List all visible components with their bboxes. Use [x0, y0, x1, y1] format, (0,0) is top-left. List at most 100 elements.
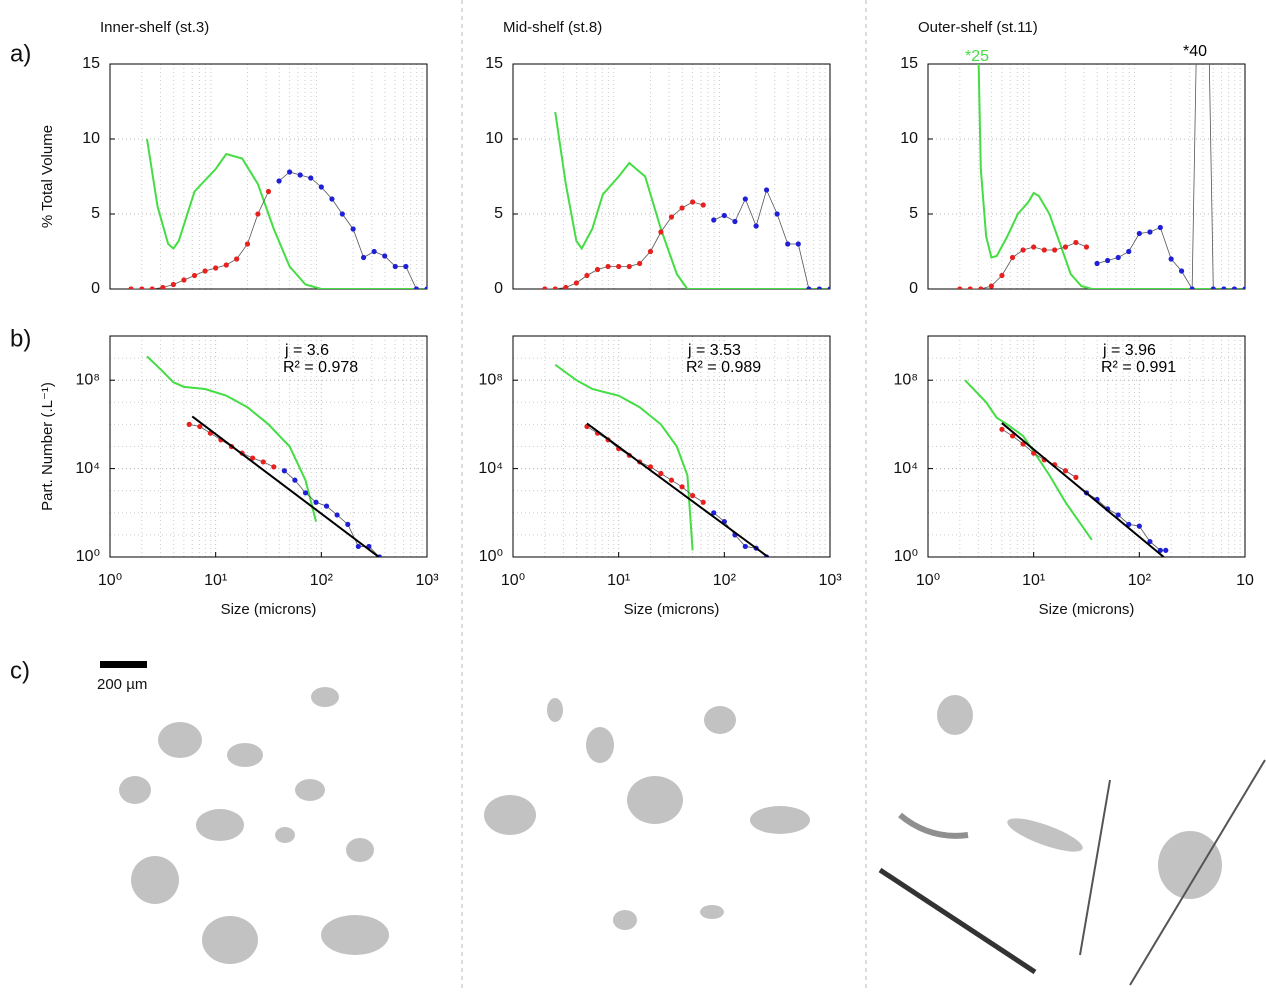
data-point	[827, 286, 830, 289]
series-line	[191, 415, 380, 557]
data-point	[658, 470, 664, 477]
data-point	[313, 499, 319, 505]
data-point	[605, 263, 611, 270]
data-point	[679, 205, 685, 211]
data-point	[753, 223, 759, 229]
data-point	[1073, 474, 1079, 480]
data-point	[329, 196, 335, 202]
particle	[704, 706, 736, 734]
particle	[1158, 831, 1222, 899]
data-point	[763, 187, 770, 193]
particle	[227, 743, 263, 767]
data-point	[1031, 244, 1037, 250]
data-point	[1189, 286, 1195, 289]
series-line	[146, 355, 318, 522]
plot-area	[146, 355, 383, 557]
data-point	[679, 484, 685, 490]
y-axis-label: % Total Volume	[39, 125, 56, 228]
data-point	[988, 283, 994, 289]
particle	[484, 795, 536, 835]
data-point	[371, 248, 377, 255]
data-point	[594, 266, 601, 273]
data-point	[1163, 547, 1169, 553]
data-point	[1073, 239, 1079, 246]
series-line	[586, 422, 769, 557]
panel-label: a)	[10, 40, 31, 67]
data-point	[255, 211, 261, 217]
y-tick-label: 0	[909, 280, 918, 297]
data-point	[186, 421, 192, 427]
data-point	[323, 503, 330, 509]
data-point	[350, 226, 356, 232]
data-point	[647, 248, 654, 255]
data-point	[413, 286, 420, 289]
x-tick-label: 10²	[1128, 572, 1152, 589]
data-point	[360, 254, 367, 261]
data-point	[202, 268, 208, 274]
data-point	[795, 241, 801, 247]
plot-area	[957, 64, 1245, 289]
data-point	[1083, 244, 1090, 250]
series-line	[964, 379, 1093, 541]
scale-bar-label: 200 µm	[97, 676, 147, 693]
data-point	[1094, 260, 1100, 267]
data-point	[170, 281, 176, 288]
particle	[158, 722, 202, 758]
data-point	[297, 172, 303, 178]
data-point	[711, 510, 717, 516]
particle	[346, 838, 374, 862]
data-point	[1157, 224, 1163, 231]
data-point	[281, 468, 287, 474]
data-point	[1052, 247, 1058, 253]
data-point	[1115, 512, 1121, 518]
data-point	[668, 477, 675, 483]
x-tick-label: 10²	[713, 572, 737, 589]
data-point	[318, 184, 324, 190]
data-point	[584, 272, 590, 279]
y-tick-label: 10	[82, 130, 100, 147]
series-line	[554, 363, 694, 551]
plot-frame	[512, 335, 831, 558]
data-point	[260, 459, 266, 465]
plot-frame	[512, 63, 831, 290]
x-tick-label: 10⁰	[916, 572, 940, 589]
data-point	[1168, 256, 1174, 262]
x-tick-label: 10¹	[607, 572, 630, 589]
data-point	[1126, 521, 1132, 527]
column-title: Mid-shelf (st.8)	[503, 19, 602, 36]
data-point	[250, 455, 256, 461]
x-tick-label: 10³	[818, 572, 842, 589]
data-point	[1221, 286, 1227, 289]
data-point	[957, 286, 963, 289]
data-point	[967, 286, 973, 289]
x-tick-label: 10³	[415, 572, 439, 589]
data-point	[292, 477, 298, 483]
series-line	[1001, 422, 1165, 557]
column-title: Outer-shelf (st.11)	[918, 19, 1038, 36]
data-point	[1115, 254, 1121, 261]
data-point	[1041, 247, 1047, 253]
particle	[613, 910, 637, 930]
data-point	[999, 272, 1005, 279]
y-tick-label: 10⁸	[75, 371, 100, 388]
data-point	[1157, 547, 1163, 553]
plot-area	[128, 138, 427, 289]
y-tick-label: 10⁰	[894, 548, 918, 565]
data-point	[197, 423, 203, 430]
plot-frame	[927, 63, 1246, 290]
data-point	[355, 543, 361, 550]
data-point	[244, 241, 251, 247]
annotation: *25	[965, 48, 989, 65]
data-point	[563, 284, 569, 289]
particle	[878, 867, 1037, 975]
x-tick-label: 10¹	[1022, 572, 1045, 589]
data-point	[742, 543, 748, 550]
annotation: j = 3.53	[687, 342, 741, 359]
data-point	[700, 499, 706, 505]
x-tick-label: 10⁰	[98, 572, 122, 589]
scale-bar	[100, 661, 147, 668]
data-point	[637, 260, 643, 267]
particle	[700, 905, 724, 919]
data-point	[1126, 248, 1132, 255]
micrograph	[119, 687, 1266, 986]
